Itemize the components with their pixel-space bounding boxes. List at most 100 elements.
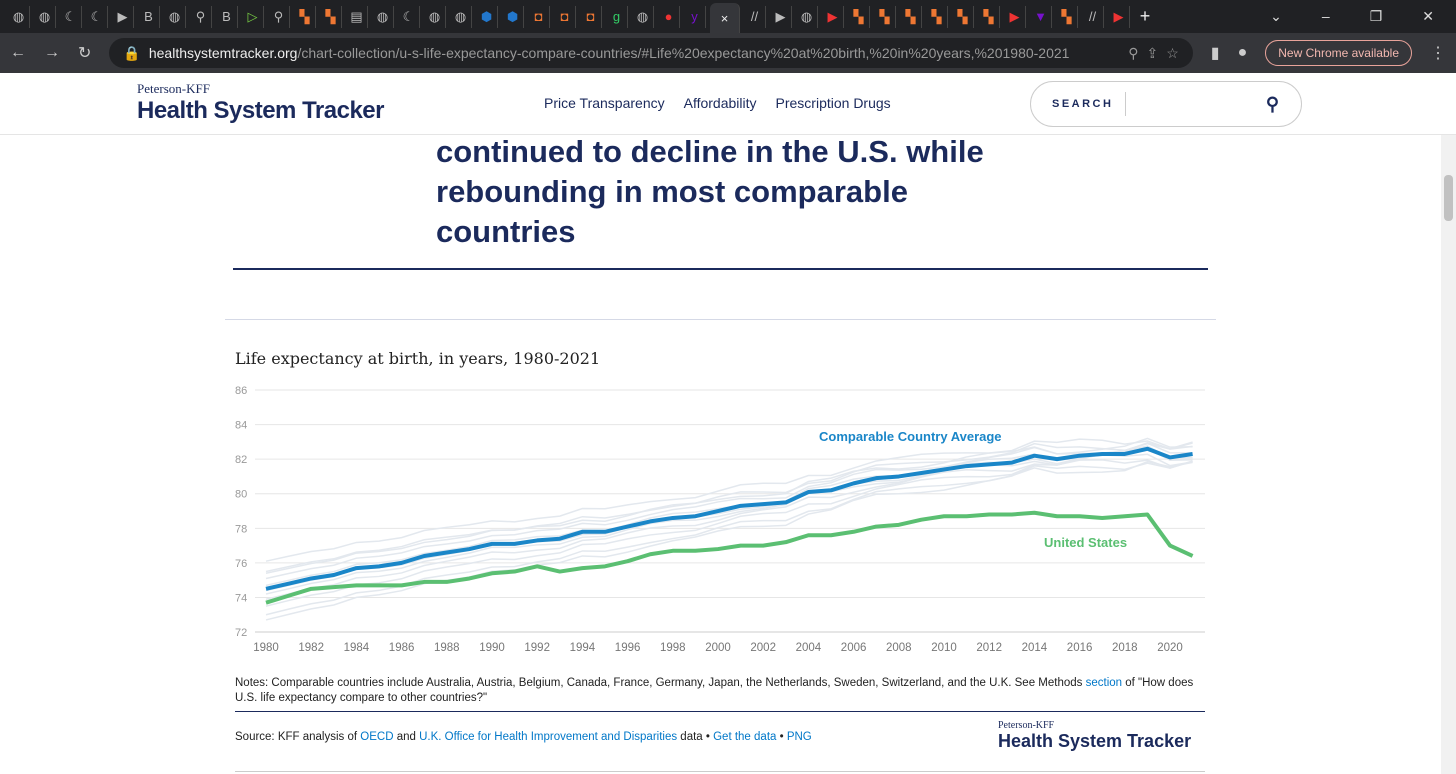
series-label-comparable-average: Comparable Country Average [819,429,1002,444]
tab[interactable]: ▶ [770,5,792,28]
tab[interactable]: ▼ [1030,5,1052,28]
tab[interactable]: ⚲ [190,5,212,28]
y-tick-label: 86 [235,385,247,397]
series-line-united-states [265,510,1194,605]
tab-search-icon[interactable]: ⌄ [1270,8,1282,24]
x-tick-label: 2014 [1022,642,1048,654]
x-tick-label: 2010 [931,642,957,654]
get-data-link[interactable]: Get the data [713,731,777,743]
tab[interactable]: ◍ [424,5,446,28]
nav-affordability[interactable]: Affordability [683,95,757,111]
search-icon[interactable]: ⚲ [1265,93,1279,114]
tab[interactable]: ◘ [554,5,576,28]
tab[interactable]: ▚ [952,5,974,28]
x-tick-label: 1992 [524,642,550,654]
share-icon[interactable]: ⇪ [1146,44,1159,61]
tab[interactable]: // [744,5,766,28]
zoom-icon[interactable]: ⚲ [1128,44,1139,61]
lock-icon: 🔒 [123,44,141,61]
series-line-comparable-average [265,446,1193,591]
new-tab-button[interactable]: + [1139,6,1151,26]
source-and: and [393,731,420,743]
tab[interactable]: B [138,5,160,28]
profile-icon[interactable]: ● [1237,44,1248,61]
maximize-icon[interactable]: ❐ [1369,8,1383,24]
tab[interactable]: ◍ [8,5,30,28]
tab[interactable]: ▚ [900,5,922,28]
oecd-link[interactable]: OECD [360,731,394,743]
png-link[interactable]: PNG [786,731,812,743]
uk-ohid-link[interactable]: U.K. Office for Health Improvement and D… [419,731,678,743]
tab[interactable]: ▶ [1108,5,1130,28]
tab[interactable]: ▚ [1056,5,1078,28]
tab[interactable]: ⚲ [268,5,290,28]
tab[interactable]: ▚ [294,5,316,28]
tab[interactable]: ▤ [346,5,368,28]
tab[interactable]: ⬢ [476,5,498,28]
tab[interactable]: ▶ [1004,5,1026,28]
tab[interactable]: ▷ [242,5,264,28]
divider [233,268,1208,270]
tab[interactable]: ◘ [580,5,602,28]
line-chart: 72 74 76 78 80 82 84 86 1980 1982 1984 1986 1988 1990… [235,385,1205,654]
source-data: data • [677,731,714,743]
x-tick-label: 2000 [705,642,731,654]
minimize-icon[interactable]: – [1321,8,1330,24]
url-input[interactable]: 🔒 healthsystemtracker.org/chart-collectio… [109,38,1193,68]
nav-prescription-drugs[interactable]: Prescription Drugs [775,95,891,111]
y-tick-label: 80 [235,489,247,501]
forward-icon[interactable]: → [44,44,60,61]
tab[interactable]: // [1082,5,1104,28]
x-tick-label: 2006 [841,642,867,654]
tab[interactable]: ◘ [528,5,550,28]
menu-icon[interactable]: ⋮ [1430,45,1446,62]
reload-icon[interactable]: ↻ [78,45,92,62]
active-tab-close[interactable]: × [710,3,740,33]
source-dot: • [776,731,787,743]
x-tick-label: 1984 [344,642,370,654]
scrollbar[interactable] [1441,135,1456,774]
nav-price-transparency[interactable]: Price Transparency [544,95,665,111]
y-tick-label: 76 [235,558,247,570]
tab[interactable]: ▚ [874,5,896,28]
tab[interactable]: B [216,5,238,28]
comparable-country-line [265,437,1193,575]
bookmark-star-icon[interactable]: ☆ [1166,44,1179,61]
x-tick-label: 2004 [796,642,822,654]
tab[interactable]: ☾ [398,5,420,28]
tab[interactable]: ▚ [926,5,948,28]
tab[interactable]: y [684,5,706,28]
logo-big: Health System Tracker [137,97,384,124]
tab[interactable]: ▚ [978,5,1000,28]
x-tick-label: 1982 [298,642,324,654]
tab[interactable]: ☾ [60,5,82,28]
tab[interactable]: ◍ [796,5,818,28]
tab[interactable]: ◍ [372,5,394,28]
y-tick-label: 78 [235,523,247,535]
back-icon[interactable]: ← [10,44,26,61]
side-panel-icon[interactable]: ▮ [1210,45,1220,62]
page-headline: continued to decline in the U.S. while r… [436,134,984,249]
tab[interactable]: ◍ [632,5,654,28]
tab[interactable]: ☾ [86,5,108,28]
search-box[interactable]: SEARCH ⚲ [1030,81,1302,127]
tab[interactable]: ▶ [822,5,844,28]
search-label: SEARCH [1052,98,1114,110]
methods-section-link[interactable]: section [1085,677,1123,689]
site-logo[interactable]: Peterson-KFF Health System Tracker [137,81,384,125]
tab[interactable]: g [606,5,628,28]
y-tick-label: 84 [235,420,247,432]
tab[interactable]: ▚ [848,5,870,28]
divider [225,319,1216,320]
tab[interactable]: ◍ [34,5,56,28]
tab[interactable]: ● [658,5,680,28]
notes-text: Notes: Comparable countries include Aust… [235,677,1086,689]
tab[interactable]: ▚ [320,5,342,28]
new-chrome-available-button[interactable]: New Chrome available [1265,40,1412,66]
tab[interactable]: ▶ [112,5,134,28]
tab[interactable]: ⬢ [502,5,524,28]
tab[interactable]: ◍ [164,5,186,28]
tab[interactable]: ◍ [450,5,472,28]
scrollbar-thumb[interactable] [1444,175,1453,221]
close-window-icon[interactable]: ✕ [1422,8,1434,24]
